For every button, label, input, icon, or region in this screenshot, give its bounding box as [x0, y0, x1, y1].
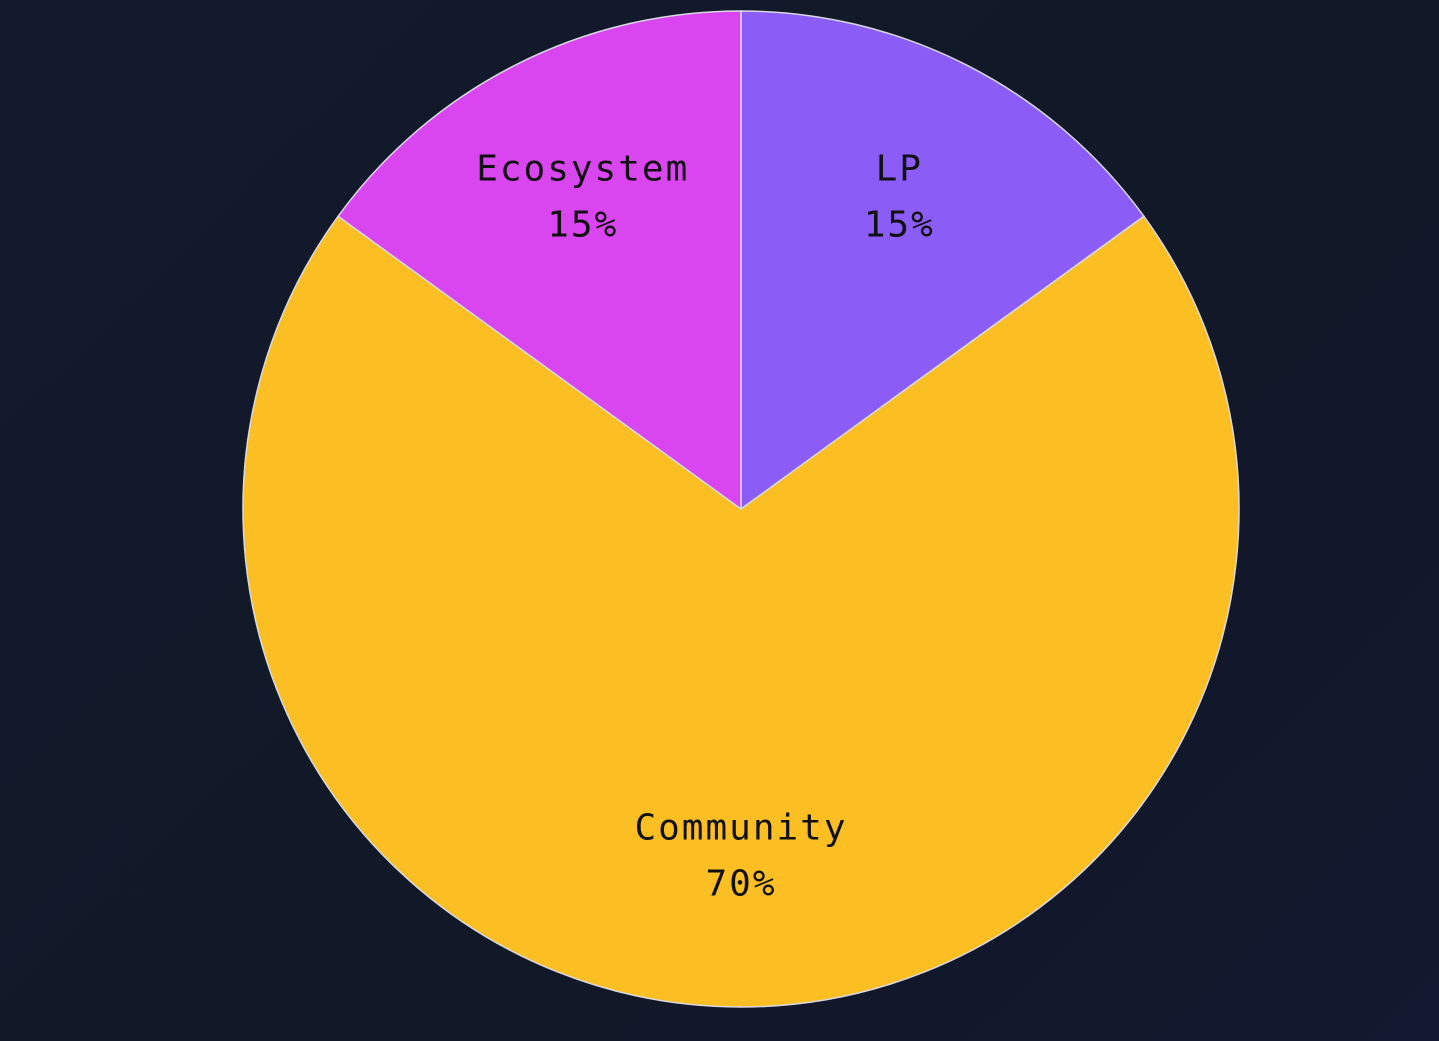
- slice-value: 70%: [705, 864, 776, 905]
- slice-label: Community: [634, 808, 847, 849]
- slice-label: Ecosystem: [476, 148, 689, 189]
- slice-value: 15%: [547, 204, 618, 245]
- slice-label: LP: [876, 148, 923, 189]
- slice-value: 15%: [864, 204, 935, 245]
- pie-slice: [242, 215, 1240, 1008]
- pie-slice: [740, 10, 1145, 511]
- pie-slice: [337, 10, 742, 511]
